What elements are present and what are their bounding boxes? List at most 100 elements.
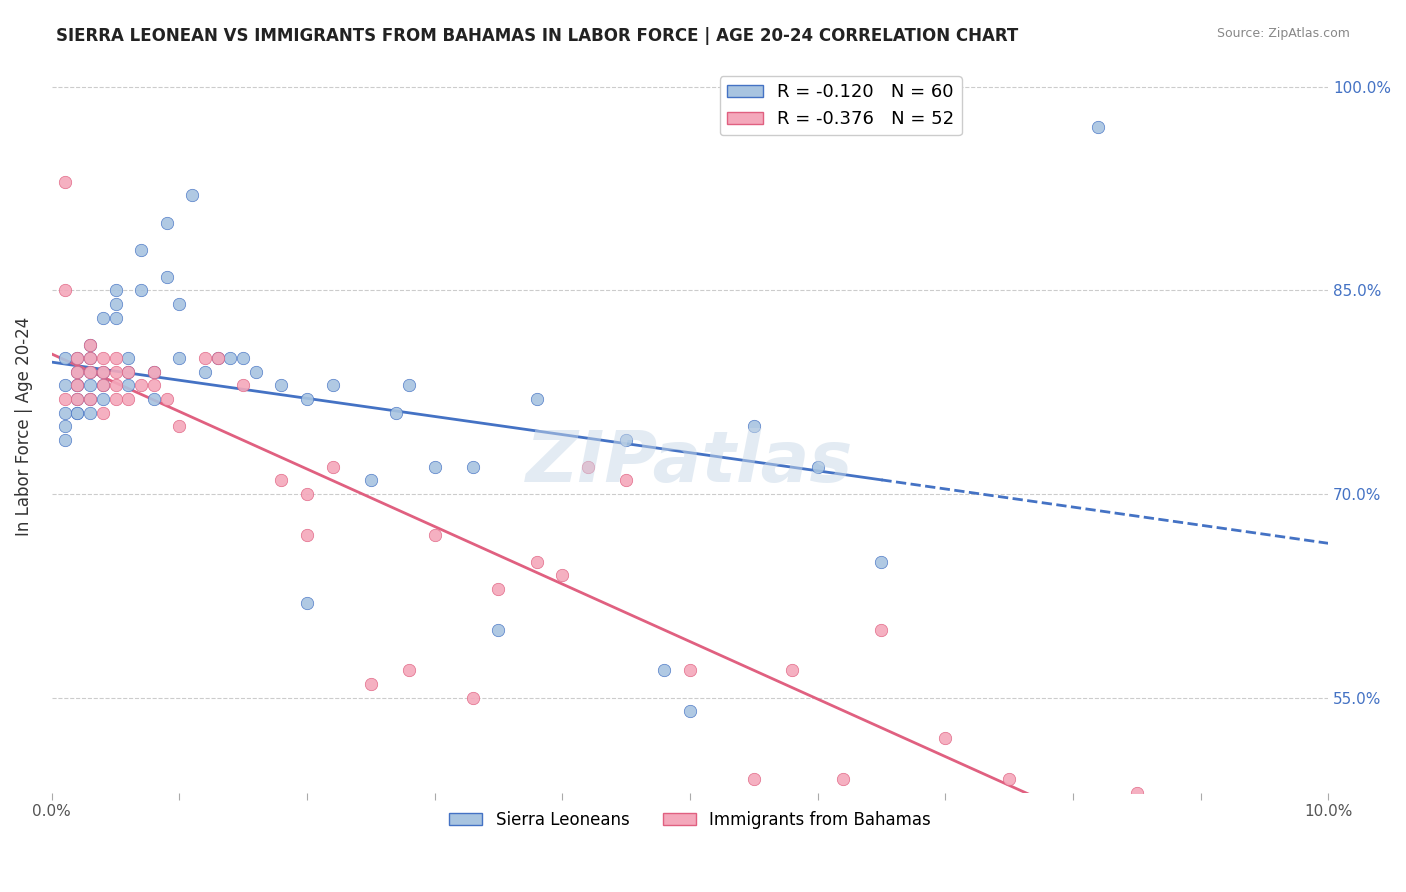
Point xyxy=(488,582,510,596)
Point xyxy=(780,664,803,678)
Point xyxy=(142,365,165,379)
Point xyxy=(91,351,114,366)
Point xyxy=(66,351,89,366)
Point xyxy=(270,474,292,488)
Point xyxy=(156,215,179,229)
Point xyxy=(53,351,76,366)
Point xyxy=(104,351,127,366)
Point xyxy=(742,419,765,434)
Point xyxy=(53,175,76,189)
Point xyxy=(322,378,344,392)
Point xyxy=(117,392,139,406)
Point xyxy=(117,351,139,366)
Point xyxy=(679,664,702,678)
Point xyxy=(461,690,484,705)
Point xyxy=(129,243,152,257)
Text: SIERRA LEONEAN VS IMMIGRANTS FROM BAHAMAS IN LABOR FORCE | AGE 20-24 CORRELATION: SIERRA LEONEAN VS IMMIGRANTS FROM BAHAMA… xyxy=(56,27,1018,45)
Point xyxy=(232,351,254,366)
Point xyxy=(53,433,76,447)
Point xyxy=(169,419,191,434)
Point xyxy=(104,378,127,392)
Point xyxy=(91,365,114,379)
Point xyxy=(295,596,318,610)
Point xyxy=(91,378,114,392)
Point xyxy=(614,433,637,447)
Point xyxy=(91,392,114,406)
Text: Source: ZipAtlas.com: Source: ZipAtlas.com xyxy=(1216,27,1350,40)
Point xyxy=(66,378,89,392)
Point xyxy=(91,378,114,392)
Point xyxy=(79,365,101,379)
Point xyxy=(53,284,76,298)
Point xyxy=(934,731,956,746)
Point xyxy=(91,365,114,379)
Point xyxy=(66,406,89,420)
Point xyxy=(423,459,446,474)
Point xyxy=(1215,799,1237,814)
Point xyxy=(870,555,893,569)
Point xyxy=(53,419,76,434)
Point xyxy=(91,310,114,325)
Point xyxy=(219,351,242,366)
Point xyxy=(270,378,292,392)
Point xyxy=(526,392,548,406)
Point xyxy=(423,527,446,541)
Point xyxy=(104,297,127,311)
Point xyxy=(66,392,89,406)
Point xyxy=(998,772,1021,786)
Point xyxy=(142,365,165,379)
Point xyxy=(79,337,101,351)
Point xyxy=(551,568,574,582)
Point xyxy=(181,188,204,202)
Point xyxy=(295,527,318,541)
Point xyxy=(169,297,191,311)
Point xyxy=(169,351,191,366)
Point xyxy=(66,365,89,379)
Point xyxy=(232,378,254,392)
Point xyxy=(360,677,382,691)
Point xyxy=(104,365,127,379)
Point xyxy=(117,365,139,379)
Point xyxy=(488,623,510,637)
Point xyxy=(66,378,89,392)
Point xyxy=(53,378,76,392)
Point xyxy=(295,392,318,406)
Point xyxy=(142,392,165,406)
Point xyxy=(79,392,101,406)
Point xyxy=(1125,786,1147,800)
Point xyxy=(322,459,344,474)
Point xyxy=(104,284,127,298)
Point xyxy=(576,459,599,474)
Point xyxy=(142,378,165,392)
Legend: Sierra Leoneans, Immigrants from Bahamas: Sierra Leoneans, Immigrants from Bahamas xyxy=(443,805,938,836)
Point xyxy=(91,406,114,420)
Text: ZIPatlas: ZIPatlas xyxy=(526,428,853,497)
Point xyxy=(461,459,484,474)
Point xyxy=(806,459,828,474)
Point xyxy=(614,474,637,488)
Point xyxy=(129,284,152,298)
Point xyxy=(245,365,267,379)
Point xyxy=(53,406,76,420)
Point xyxy=(1087,120,1109,135)
Y-axis label: In Labor Force | Age 20-24: In Labor Force | Age 20-24 xyxy=(15,317,32,536)
Point xyxy=(79,351,101,366)
Point xyxy=(79,351,101,366)
Point xyxy=(66,378,89,392)
Point xyxy=(398,664,420,678)
Point xyxy=(66,351,89,366)
Point xyxy=(79,337,101,351)
Point xyxy=(156,269,179,284)
Point xyxy=(194,365,217,379)
Point xyxy=(385,406,408,420)
Point xyxy=(79,392,101,406)
Point xyxy=(207,351,229,366)
Point xyxy=(104,310,127,325)
Point xyxy=(526,555,548,569)
Point xyxy=(679,704,702,718)
Point xyxy=(66,392,89,406)
Point xyxy=(66,365,89,379)
Point xyxy=(742,772,765,786)
Point xyxy=(194,351,217,366)
Point xyxy=(360,474,382,488)
